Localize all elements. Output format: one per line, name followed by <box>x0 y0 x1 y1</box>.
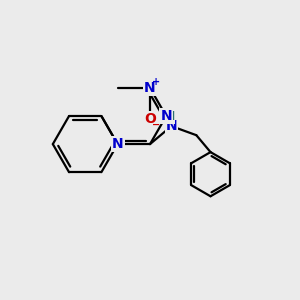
Text: −: − <box>152 120 160 130</box>
Text: +: + <box>152 77 160 87</box>
Text: N: N <box>160 109 172 123</box>
Text: H: H <box>165 110 175 123</box>
Text: N: N <box>144 81 156 95</box>
Text: N: N <box>166 119 177 133</box>
Text: O: O <box>144 112 156 126</box>
Text: N: N <box>112 137 123 151</box>
